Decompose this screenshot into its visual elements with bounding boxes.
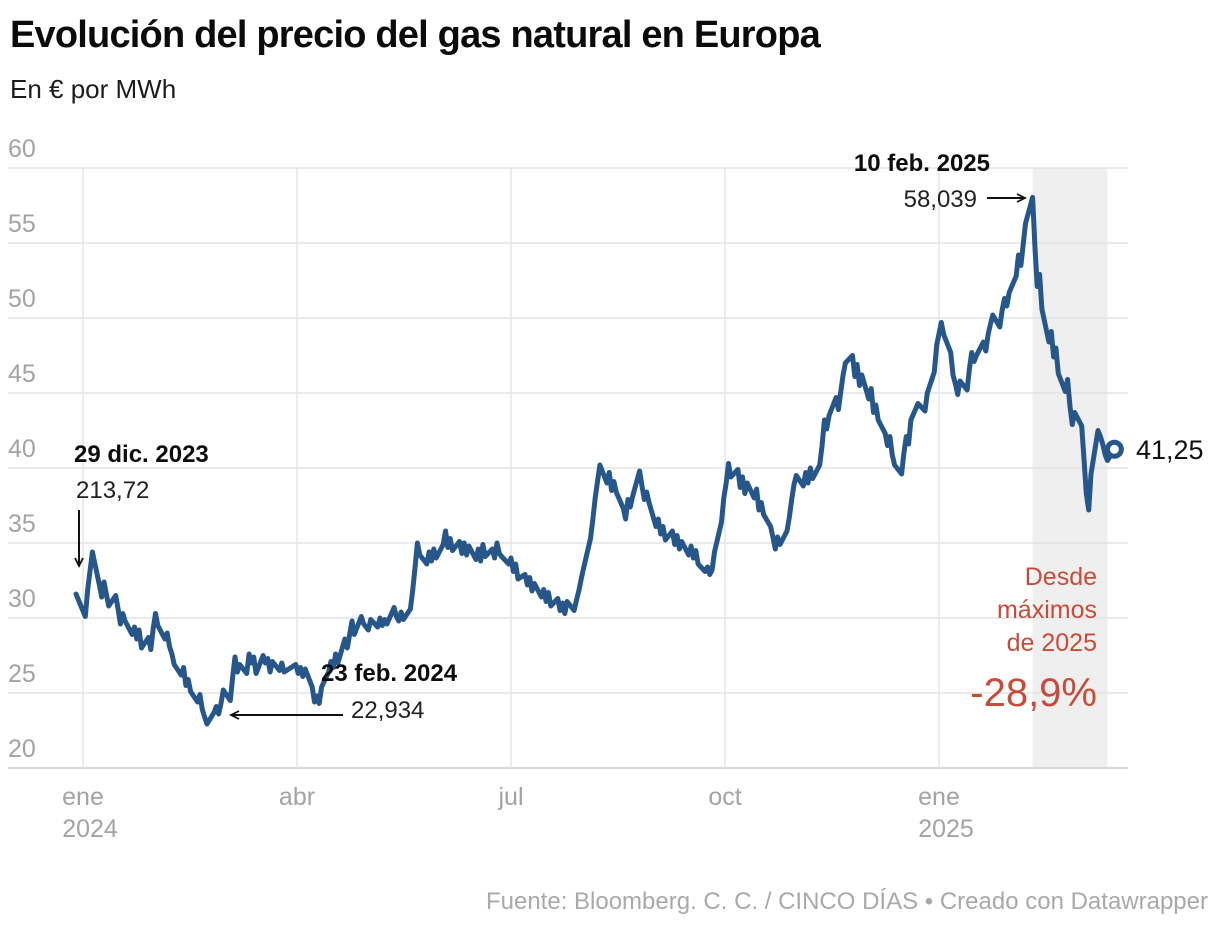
x-axis-year-label: 2024 <box>62 815 118 843</box>
x-axis-tick-label: abr <box>278 783 316 811</box>
y-axis-tick-label: 30 <box>8 585 36 613</box>
x-axis-tick-label: ene <box>918 783 960 811</box>
x-axis-tick-label: ene <box>62 783 104 811</box>
x-axis-tick-label: oct <box>708 783 742 811</box>
x-gridlines <box>82 168 940 768</box>
y-axis-tick-label: 25 <box>8 660 36 688</box>
drop-percentage-label: -28,9% <box>970 671 1097 715</box>
drop-label-line3: de 2025 <box>1006 629 1097 657</box>
annotation-min-date: 23 feb. 2024 <box>321 660 458 687</box>
chart-title: Evolución del precio del gas natural en … <box>10 14 821 56</box>
drop-label-line2: máximos <box>996 596 1097 624</box>
x-axis-year-label: 2025 <box>918 815 974 843</box>
price-line <box>73 194 1117 727</box>
annotation-start-value: 213,72 <box>76 477 150 504</box>
footer-credit: Fuente: Bloomberg. C. C. / CINCO DÍAS • … <box>485 888 1208 915</box>
y-axis-tick-label: 45 <box>8 360 36 388</box>
y-axis-tick-label: 20 <box>8 735 36 763</box>
annotation-min-value: 22,934 <box>351 697 425 724</box>
y-axis-tick-label: 50 <box>8 285 36 313</box>
annotation-peak-value: 58,039 <box>903 186 977 213</box>
y-axis-tick-label: 60 <box>8 135 36 163</box>
drop-label-line1: Desde <box>1024 563 1097 591</box>
y-axis-tick-label: 40 <box>8 435 36 463</box>
chart-subtitle: En € por MWh <box>10 74 177 104</box>
end-value-label: 41,25 <box>1136 435 1204 465</box>
end-point-marker <box>1104 439 1124 459</box>
annotation-peak-date: 10 feb. 2025 <box>853 150 990 177</box>
y-axis-tick-label: 35 <box>8 510 36 538</box>
y-gridlines <box>8 167 1128 769</box>
y-axis-tick-label: 55 <box>8 210 36 238</box>
annotation-start-date: 29 dic. 2023 <box>74 441 209 468</box>
x-axis-tick-label: jul <box>498 783 524 811</box>
annotation-arrows <box>74 193 1028 720</box>
